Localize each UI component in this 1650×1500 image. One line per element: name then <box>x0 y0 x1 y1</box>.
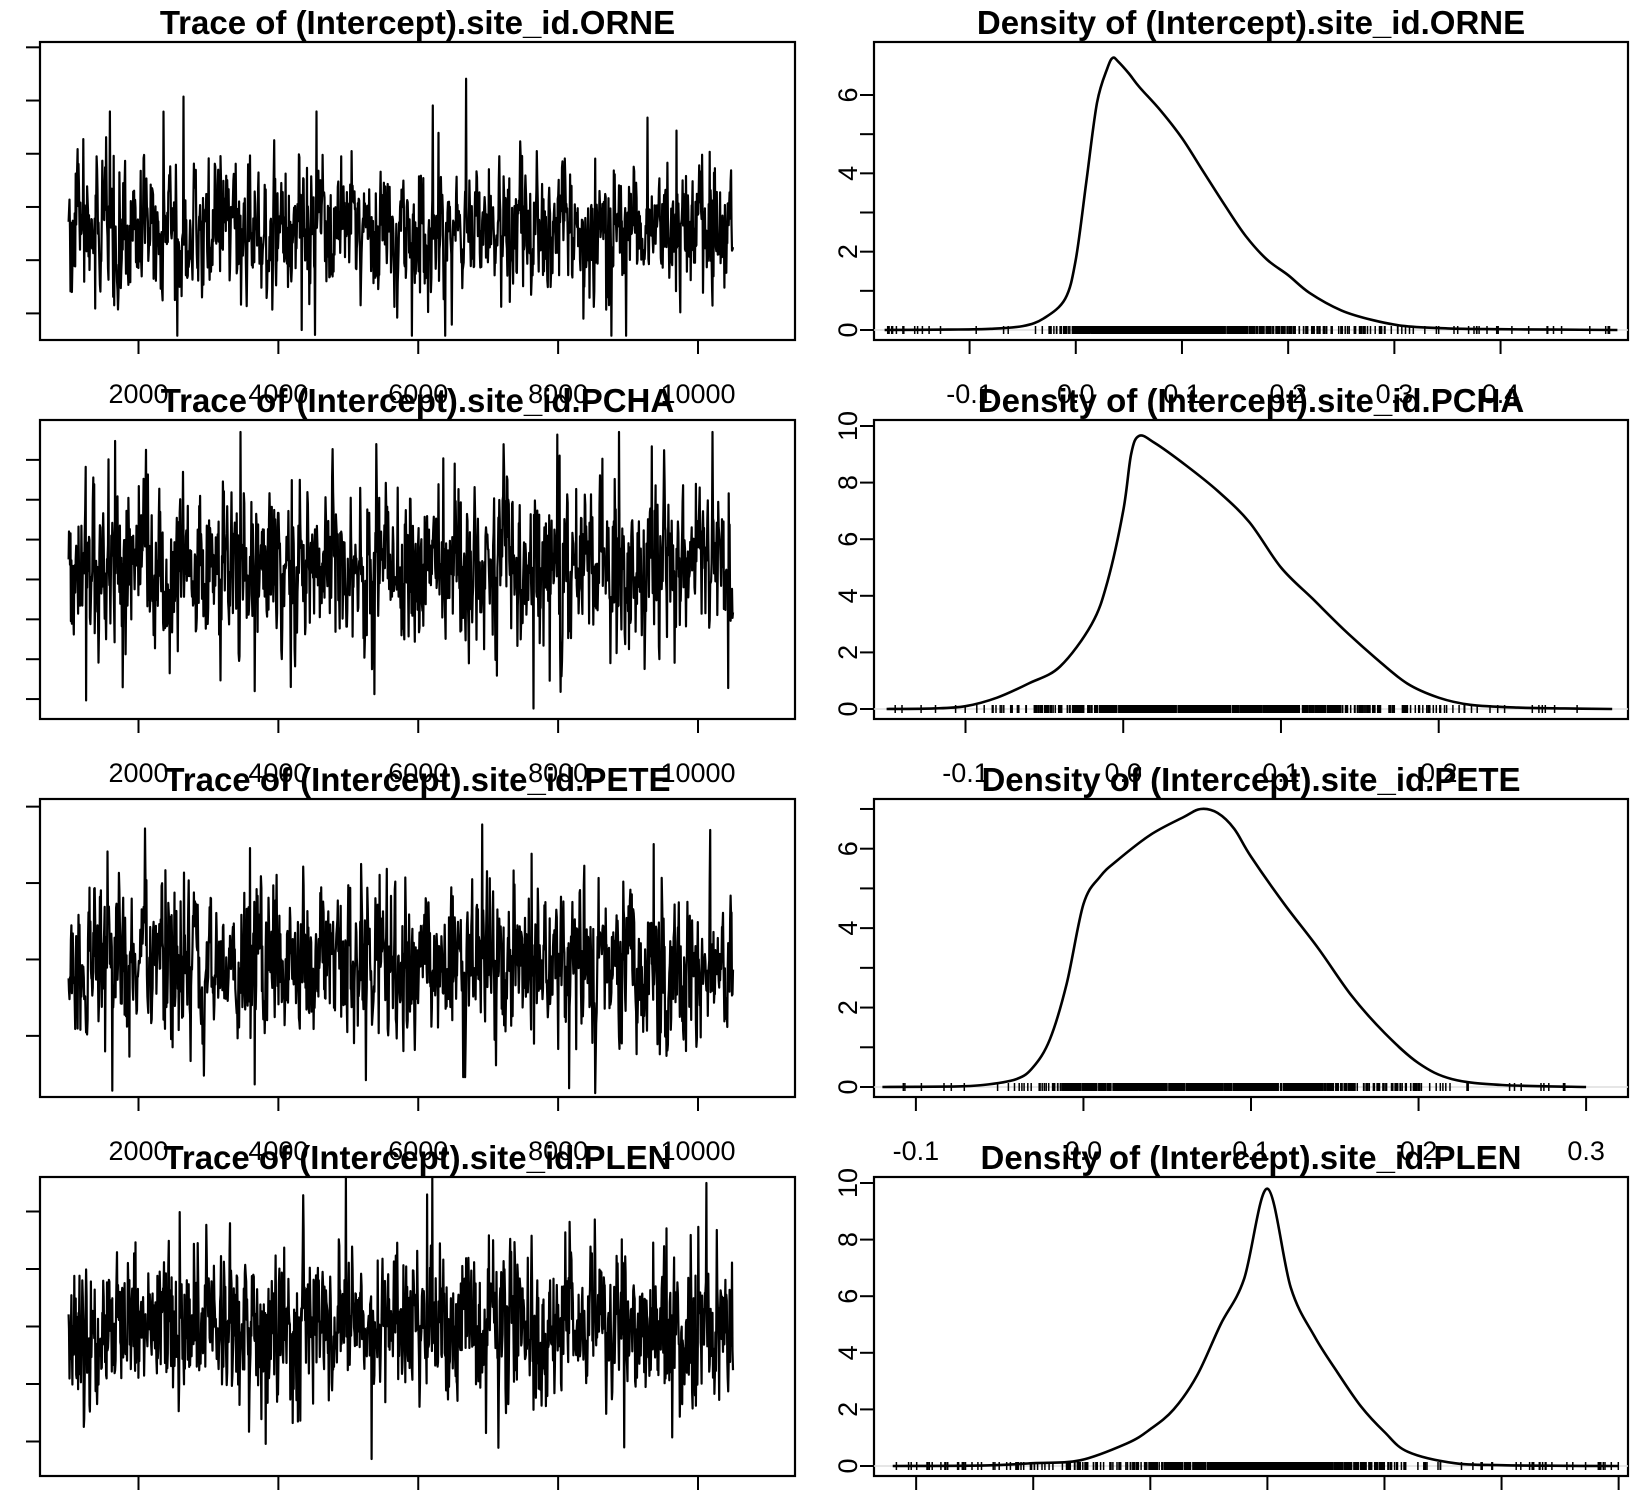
y-tick-label: 8 <box>833 1232 863 1247</box>
panel-title: Trace of (Intercept).site_id.PCHA <box>161 382 674 419</box>
x-tick-label: 0.3 <box>1376 379 1414 409</box>
plot-frame <box>872 40 1630 342</box>
x-tick-label: 6000 <box>388 379 448 409</box>
x-tick-label: 8000 <box>528 379 588 409</box>
plot-frame <box>872 418 1630 721</box>
x-tick-label: -0.1 <box>893 1136 940 1166</box>
y-tick-label: 10 <box>833 1168 863 1198</box>
x-tick-label: 10000 <box>660 379 735 409</box>
x-tick-label: 8000 <box>528 1136 588 1166</box>
x-tick-label: 0.4 <box>1482 379 1520 409</box>
y-tick-label: 6 <box>833 1289 863 1304</box>
x-tick-label: 6000 <box>388 1136 448 1166</box>
plot-frame <box>872 1175 1630 1478</box>
x-tick-label: 6000 <box>388 758 448 788</box>
panel-trace-1: Trace of (Intercept).site_id.ORNE 2000 400… <box>26 4 797 409</box>
panel-density-2: Density of (Intercept).site_id.PCHA-0.1 0… <box>833 382 1630 788</box>
x-tick-label: 0.3 <box>1567 1136 1605 1166</box>
y-tick-label: 6 <box>833 532 863 547</box>
y-tick-label: 2 <box>833 645 863 660</box>
y-tick-label: 4 <box>833 921 863 936</box>
x-tick-label: 4000 <box>248 758 308 788</box>
density-curve <box>882 807 1587 1089</box>
y-tick-label: 2 <box>833 1402 863 1417</box>
panel-title: Trace of (Intercept).site_id.PETE <box>164 761 670 798</box>
density-curve <box>884 56 1618 332</box>
y-tick-label: 10 <box>833 411 863 441</box>
x-tick-label: 4000 <box>248 379 308 409</box>
x-tick-label: 0.1 <box>1232 1136 1270 1166</box>
x-tick-label: -0.1 <box>946 379 993 409</box>
x-tick-label: -0.1 <box>942 758 989 788</box>
x-tick-label: 0.0 <box>1065 1136 1103 1166</box>
x-tick-label: 0.1 <box>1163 379 1201 409</box>
rug-marks <box>902 1083 1566 1091</box>
y-tick-label: 2 <box>833 244 863 259</box>
panel-title: Density of (Intercept).site_id.PETE <box>981 761 1520 798</box>
x-tick-label: 0.0 <box>1104 758 1142 788</box>
y-tick-label: 4 <box>833 1345 863 1360</box>
y-tick-label: 4 <box>833 588 863 603</box>
y-tick-label: 6 <box>833 841 863 856</box>
x-tick-label: 0.1 <box>1262 758 1300 788</box>
x-tick-label: 0.2 <box>1420 758 1458 788</box>
y-tick-label: 0 <box>833 1458 863 1473</box>
x-tick-label: 0.2 <box>1269 379 1307 409</box>
panel-title: Density of (Intercept).site_id.PLEN <box>981 1139 1522 1176</box>
rug-marks <box>894 705 1578 713</box>
y-tick-label: 8 <box>833 475 863 490</box>
trace-series-line <box>67 1175 735 1461</box>
x-tick-label: 2000 <box>108 758 168 788</box>
panel-trace-4: Trace of (Intercept).site_id.PLEN2000 400… <box>26 1139 797 1490</box>
x-tick-label: 4000 <box>248 1136 308 1166</box>
panel-title: Trace of (Intercept).site_id.PLEN <box>164 1139 672 1176</box>
x-tick-label: 0.2 <box>1400 1136 1438 1166</box>
panel-density-1: Density of (Intercept).site_id.ORNE -0.1 0… <box>833 4 1630 409</box>
density-curve <box>886 434 1613 711</box>
density-curve <box>892 1187 1619 1468</box>
y-tick-label: 6 <box>833 87 863 102</box>
x-tick-label: 10000 <box>660 1136 735 1166</box>
x-tick-label: 2000 <box>108 379 168 409</box>
x-tick-label: 8000 <box>528 758 588 788</box>
x-tick-label: 10000 <box>660 758 735 788</box>
x-tick-label: 0.0 <box>1057 379 1095 409</box>
trace-series-line <box>67 77 735 337</box>
rug-marks <box>895 1462 1620 1470</box>
y-tick-label: 2 <box>833 1000 863 1015</box>
x-tick-label: 2000 <box>108 1136 168 1166</box>
panel-title: Trace of (Intercept).site_id.ORNE <box>160 4 675 41</box>
trace-series-line <box>67 430 735 710</box>
y-tick-label: 0 <box>833 322 863 337</box>
rug-marks <box>886 326 1611 334</box>
trace-series-line <box>67 823 735 1095</box>
y-tick-label: 4 <box>833 166 863 181</box>
y-tick-label: 0 <box>833 701 863 716</box>
panel-density-3: Density of (Intercept).site_id.PETE-0.1 0… <box>833 761 1630 1166</box>
panel-title: Density of (Intercept).site_id.ORNE <box>977 4 1525 41</box>
y-tick-label: 0 <box>833 1079 863 1094</box>
panel-title: Density of (Intercept).site_id.PCHA <box>978 382 1524 419</box>
panel-density-4: Density of (Intercept).site_id.PLEN 0 2 4 6 8… <box>833 1139 1630 1490</box>
